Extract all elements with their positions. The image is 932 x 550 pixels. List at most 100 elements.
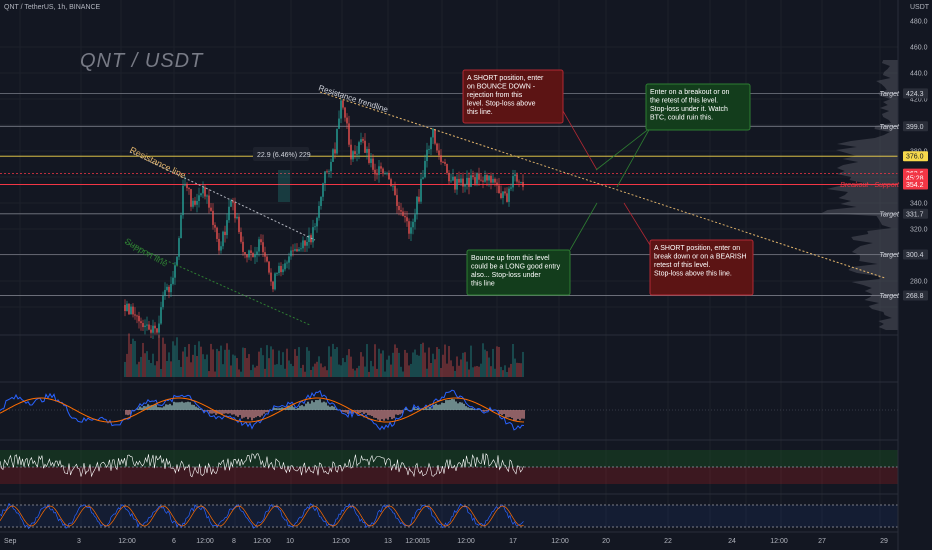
- macd-hist: [277, 408, 279, 410]
- macd-hist: [139, 406, 141, 410]
- volume-bar: [160, 368, 162, 377]
- macd-hist: [313, 402, 315, 410]
- note-long-breakout[interactable]: Enter on a breakout or on the retest of t…: [645, 83, 751, 131]
- support-line[interactable]: [124, 241, 311, 326]
- volume-bar: [424, 352, 426, 377]
- candle-body: [332, 149, 334, 162]
- volume-bar: [274, 364, 276, 377]
- candle-body: [312, 227, 314, 243]
- volume-bar: [294, 349, 296, 377]
- volume-bar: [426, 368, 428, 377]
- note-long-bounce[interactable]: Bounce up from this level could be a LONG…: [466, 249, 571, 296]
- candle-body: [326, 171, 328, 173]
- volume-bar: [218, 351, 220, 377]
- candle-body: [512, 176, 514, 188]
- volume-bar: [376, 368, 378, 377]
- rsi-lower-band: [0, 467, 898, 484]
- resistance-trendline[interactable]: [319, 91, 886, 279]
- volume-bar: [314, 363, 316, 377]
- candle-body: [476, 173, 478, 184]
- volume-bar: [440, 367, 442, 377]
- macd-hist: [401, 410, 403, 414]
- macd-hist: [137, 408, 139, 410]
- time-label: 22: [664, 538, 672, 545]
- volume-bar: [212, 349, 214, 377]
- candle-body: [308, 235, 310, 243]
- macd-hist: [213, 410, 215, 414]
- note-short-bounce[interactable]: A SHORT position, enter on BOUNCE DOWN -r…: [462, 69, 564, 124]
- volume-bar: [448, 346, 450, 377]
- macd-hist: [221, 410, 223, 416]
- macd-hist: [309, 403, 311, 410]
- candle-body: [168, 286, 170, 293]
- volume-bar: [262, 355, 264, 377]
- candle-body: [172, 277, 174, 284]
- volume-bar: [180, 366, 182, 377]
- volume-bar: [140, 356, 142, 377]
- price-lines: [0, 93, 898, 296]
- candle-body: [290, 250, 292, 257]
- macd-hist: [133, 410, 135, 411]
- volume-bar: [250, 370, 252, 377]
- candle-body: [492, 178, 494, 183]
- macd-hist: [321, 402, 323, 410]
- macd-hist: [291, 405, 293, 410]
- volume-bar: [204, 359, 206, 377]
- candle-body: [394, 185, 396, 196]
- macd-hist: [227, 410, 229, 414]
- note-short-breakdown[interactable]: A SHORT position, enter on break down or …: [649, 239, 754, 296]
- volume-bar: [360, 352, 362, 377]
- time-label: 24: [728, 538, 736, 545]
- volume-bar: [374, 344, 376, 377]
- volume-bar: [456, 356, 458, 377]
- macd-hist: [261, 410, 263, 416]
- candle-body: [174, 265, 176, 278]
- candle-body: [348, 123, 350, 145]
- volume-bar: [410, 363, 412, 377]
- macd-hist: [427, 408, 429, 410]
- candle-body: [130, 306, 132, 315]
- volume-bar: [286, 348, 288, 377]
- candle-body: [160, 307, 162, 324]
- volume-bar: [282, 352, 284, 377]
- macd-hist: [183, 402, 185, 410]
- volume-bar: [396, 347, 398, 377]
- volume-bar: [242, 347, 244, 377]
- volume-bar: [432, 353, 434, 377]
- macd-hist: [171, 405, 173, 410]
- macd-hist: [345, 410, 347, 413]
- price-label-bg: [903, 151, 928, 162]
- macd-hist: [199, 408, 201, 410]
- volume-bar: [220, 345, 222, 377]
- candle-body: [482, 180, 484, 182]
- volume-bar: [296, 355, 298, 377]
- candle-body: [262, 242, 264, 253]
- macd-hist: [399, 410, 401, 415]
- volume-bar: [316, 361, 318, 377]
- macd-hist: [497, 410, 499, 411]
- candle-body: [444, 162, 446, 164]
- candle-body: [170, 283, 172, 293]
- macd-hist: [395, 410, 397, 415]
- volume-bar: [480, 363, 482, 377]
- volume-bar: [428, 347, 430, 377]
- macd-hist: [327, 405, 329, 410]
- price-tick: 280.0: [910, 279, 928, 286]
- symbol-header[interactable]: QNT / TetherUS, 1h, BINANCE: [4, 4, 101, 11]
- macd-hist: [285, 408, 287, 410]
- time-axis[interactable]: Sep 3 12:00 6 12:00 8 12:00 10 12:00 13 12:00 15 12:…: [0, 531, 898, 545]
- candle-body: [180, 215, 182, 239]
- candle-body: [402, 211, 404, 216]
- volume-bar: [336, 347, 338, 377]
- time-label: 12:00: [196, 538, 214, 545]
- price-label-value: 399.0: [906, 124, 924, 131]
- candle-body: [446, 163, 448, 173]
- volume-bar: [382, 350, 384, 377]
- time-label: 12:00: [253, 538, 271, 545]
- macd-hist: [173, 401, 175, 410]
- candle-body: [454, 176, 456, 190]
- macd-hist: [459, 402, 461, 410]
- volume-bar: [248, 354, 250, 377]
- macd-hist: [259, 410, 261, 418]
